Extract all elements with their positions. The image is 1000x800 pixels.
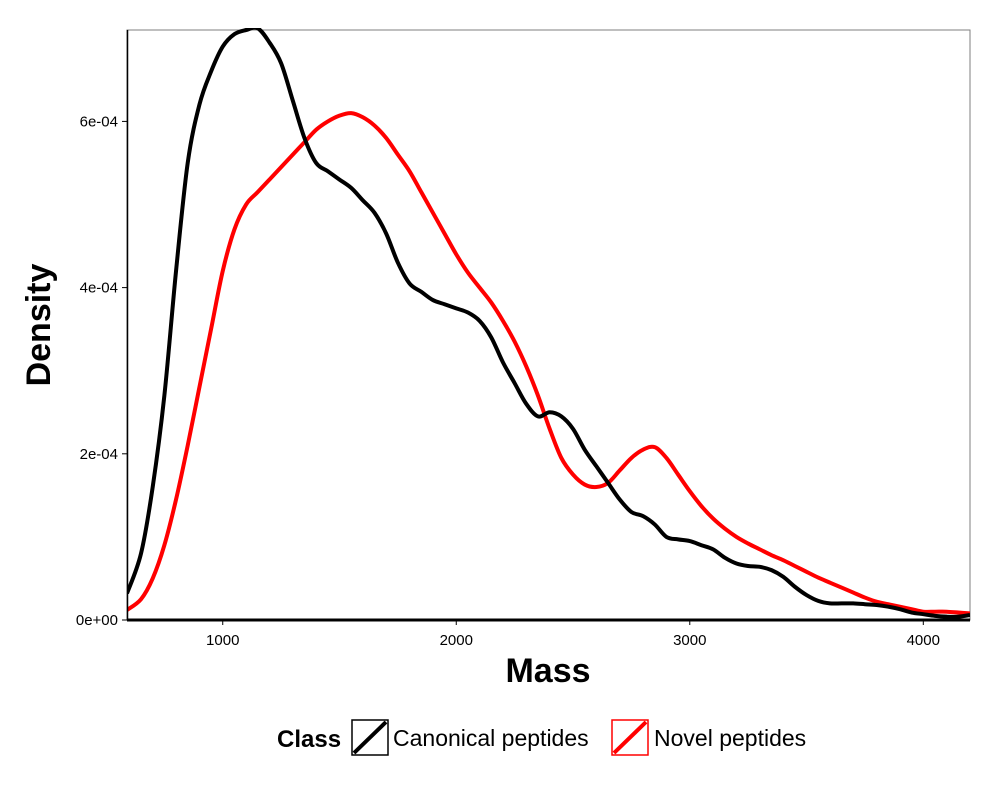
plot-panel-border (126, 29, 971, 621)
y-tick-label: 4e-04 (80, 280, 118, 297)
y-ticks: 0e+00 2e-04 4e-04 6e-04 (76, 113, 127, 629)
legend-key-line-novel (612, 720, 648, 755)
y-tick-label: 2e-04 (80, 446, 118, 463)
axes-layer (126, 30, 970, 621)
y-tick-label: 0e+00 (76, 612, 118, 629)
y-axis-title: Density (20, 264, 58, 387)
legend-title: Class (277, 726, 341, 753)
x-axis-title: Mass (505, 652, 590, 690)
x-tick-label: 4000 (907, 632, 940, 649)
legend-key-line-canonical (352, 720, 388, 755)
legend-item-canonical: Canonical peptides (351, 719, 589, 756)
plot-panel (126, 29, 971, 621)
series-line-novel (127, 111, 970, 616)
x-tick-label: 3000 (673, 632, 706, 649)
x-ticks: 1000 2000 3000 4000 (206, 620, 940, 649)
legend-label-novel: Novel peptides (654, 725, 806, 751)
legend-label-canonical: Canonical peptides (393, 725, 589, 751)
legend: Class Canonical peptides Novel peptides (277, 719, 806, 756)
x-tick-label: 2000 (440, 632, 473, 649)
legend-item-novel: Novel peptides (611, 719, 806, 756)
y-tick-label: 6e-04 (80, 113, 118, 130)
series-line-canonical (127, 28, 970, 619)
x-tick-label: 1000 (206, 632, 239, 649)
